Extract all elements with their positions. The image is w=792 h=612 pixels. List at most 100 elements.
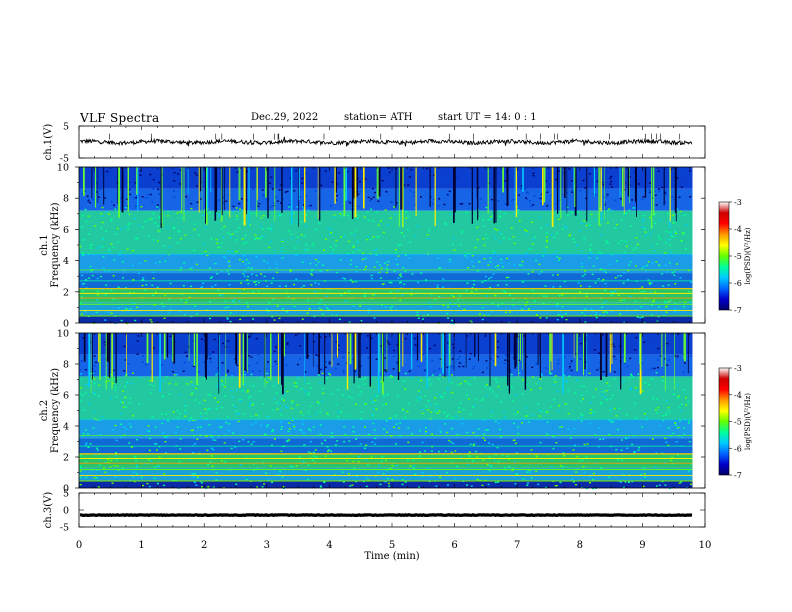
ch1-spectrogram-speck: [665, 305, 668, 307]
ch1-spectrogram-speck: [285, 285, 287, 287]
ch2-spectrogram-speck: [112, 382, 115, 385]
ch2-spectrogram-speck: [495, 394, 498, 397]
ch2-spectrogram-speck: [391, 418, 394, 420]
ch2-spectrogram-speck: [301, 414, 304, 416]
ch2-spectrogram-speck: [251, 404, 254, 406]
ch3-waveform-xtick-label: 0: [76, 540, 82, 551]
ch1-spectrogram-speck: [394, 213, 397, 216]
ch2-spectrogram-speck: [404, 416, 407, 419]
ch1-spectrogram-speck: [339, 236, 342, 238]
ch2-spectrogram-speck: [80, 360, 83, 362]
ch2-spectrogram-speck: [321, 400, 324, 402]
ch1-spectrogram-speck: [295, 170, 298, 172]
ch1-spectrogram-speck: [266, 261, 269, 264]
ch2-spectrogram-speck: [184, 412, 187, 414]
ch1-spectrogram-speck: [582, 179, 585, 182]
ch2-spectrogram-speck: [467, 463, 470, 466]
ch1-spectrogram-speck: [90, 270, 93, 272]
ch2-spectrogram-speck: [514, 413, 517, 415]
ch2-spectrogram-speck: [473, 365, 476, 368]
ch1-spectrogram-speck: [90, 243, 93, 246]
ch1-spectrogram-speck: [448, 258, 451, 261]
ch2-spectrogram-speck: [374, 443, 377, 445]
ch2-spectrogram-speck: [667, 359, 670, 361]
ch2-spectrogram-speck: [593, 349, 596, 351]
ch1-spectrogram-speck: [592, 265, 595, 267]
ch2-spectrogram-speck: [585, 487, 588, 490]
ch2-spectrogram-speck: [523, 349, 526, 351]
ch1-spectrogram-speck: [505, 284, 508, 286]
ch1-spectrogram-speck: [426, 234, 429, 236]
ch2-spectrogram-speck: [537, 483, 540, 486]
ch1-spectrogram-speck: [370, 198, 373, 200]
ch2-spectrogram-speck: [267, 416, 270, 418]
ch2-spectrogram-speck: [184, 337, 187, 340]
ch1-spectrogram-speck: [307, 205, 310, 207]
ch1-spectrogram-speck: [258, 238, 261, 240]
ch2-spectrogram-speck: [131, 382, 133, 385]
ch2-spectrogram-speck: [570, 437, 572, 439]
ch2-spectrogram-speck: [295, 382, 298, 384]
ch2-spectrogram-speck: [411, 433, 414, 435]
ch1-spectrogram-speck: [104, 294, 107, 296]
ch2-spectrogram-speck: [195, 484, 198, 486]
ch2-spectrogram-speck: [185, 342, 188, 345]
ch1-spectrogram-speck: [145, 197, 148, 199]
ch2-spectrogram-speck: [592, 411, 595, 413]
ch1-spectrogram-speck: [119, 251, 122, 253]
ch1-spectrogram-speck: [508, 185, 511, 187]
ch1-spectrogram-speck: [365, 266, 368, 268]
ch3-waveform-xtick-label: 5: [389, 540, 395, 551]
ch1-spectrogram-speck: [372, 249, 375, 252]
ch2-spectrogram-speck: [257, 415, 260, 417]
ch2-spectrogram-speck: [680, 403, 683, 406]
ch1-spectrogram-speck: [294, 220, 297, 222]
ch1-spectrogram-speck: [664, 301, 667, 304]
ch2-spectrogram-speck: [654, 409, 657, 411]
ch2-spectrogram-speck: [433, 370, 436, 372]
ch2-spectrogram-speck: [358, 434, 361, 436]
ch2-spectrogram-speck: [352, 460, 355, 463]
ch2-spectrogram-speck: [492, 360, 495, 362]
ch1-spectrogram-speck: [481, 306, 484, 309]
ch2-spectrogram-speck: [359, 341, 362, 343]
ch1-spectrogram-speck: [224, 300, 227, 303]
ch2-spectrogram-speck: [415, 399, 418, 401]
ch2-spectrogram-speck: [685, 396, 688, 399]
ch2-spectrogram-speck: [676, 397, 679, 399]
ch1-spectrogram-speck: [627, 278, 629, 281]
ch1-spectrogram-speck: [466, 282, 469, 284]
ch2-spectrogram-speck: [163, 473, 166, 475]
ch1-spectrogram-speck: [355, 266, 358, 268]
ch1-spectrogram-speck: [410, 293, 413, 296]
ch1-spectrogram-speck: [592, 174, 595, 176]
ch2-spectrogram-speck: [264, 433, 267, 435]
ch2-spectrogram-speck: [570, 369, 573, 372]
ch2-spectrogram-speck: [245, 478, 248, 481]
ch1-spectrogram-speck: [669, 233, 672, 235]
ch1-spectrogram-speck: [504, 203, 507, 205]
ch1-spectrogram-speck: [156, 286, 159, 289]
ch2-spectrogram-speck: [320, 334, 323, 337]
ch2-spectrogram-speck: [395, 464, 398, 467]
ch2-spectrogram-speck: [302, 423, 304, 425]
ch1-spectrogram-colorbar-label: log(PSD)(V²/Hz): [744, 227, 752, 284]
ch1-spectrogram-speck: [673, 271, 676, 273]
ch2-spectrogram-speck: [156, 482, 159, 485]
ch1-spectrogram-speck: [332, 249, 335, 251]
ch2-spectrogram-speck: [217, 435, 220, 438]
ch1-spectrogram-speck: [494, 294, 497, 297]
ch2-spectrogram-speck: [371, 441, 374, 443]
ch1-spectrogram-speck: [334, 199, 337, 201]
ch2-spectrogram-speck: [610, 345, 612, 347]
ch1-spectrogram-speck: [599, 268, 602, 270]
ch2-spectrogram-speck: [114, 455, 117, 457]
ch2-spectrogram-speck: [213, 338, 216, 341]
ch2-spectrogram-speck: [585, 391, 588, 393]
ch2-spectrogram-speck: [557, 359, 560, 361]
ch2-spectrogram-speck: [175, 374, 178, 376]
ch2-spectrogram-speck: [215, 479, 218, 481]
ch2-spectrogram-speck: [664, 484, 667, 486]
ch1-spectrogram-speck: [242, 288, 245, 291]
ch1-spectrogram-colorbar-tick-label: -4: [734, 225, 742, 234]
